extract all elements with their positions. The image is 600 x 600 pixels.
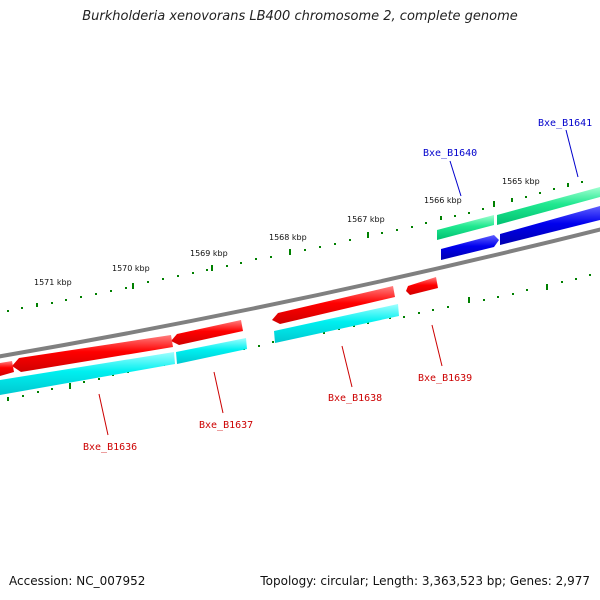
gene-label-bxe-b1640[interactable]: Bxe_B1640 — [423, 148, 477, 159]
scale-label-1565: 1565 kbp — [502, 177, 540, 186]
genome-stats-text: Topology: circular; Length: 3,363,523 bp… — [260, 574, 590, 588]
gene-label-bxe-b1638[interactable]: Bxe_B1638 — [328, 393, 382, 404]
leader-bxe-b1638 — [341, 345, 353, 388]
gene-bar-bxe-b1641-forward[interactable] — [497, 187, 600, 225]
lower-tick-track — [7, 274, 591, 401]
gene-bar-bxe-b1640-forward[interactable] — [437, 215, 494, 240]
gene-bar-bxe-b1637-track2[interactable] — [176, 338, 247, 364]
gene-bar-bxe-b1636[interactable] — [12, 335, 173, 372]
scale-label-1568: 1568 kbp — [269, 233, 307, 242]
gene-label-bxe-b1641[interactable]: Bxe_B1641 — [538, 118, 592, 129]
scale-label-1569: 1569 kbp — [190, 249, 228, 258]
upper-tick-track — [7, 181, 583, 312]
leader-bxe-b1637 — [213, 371, 224, 414]
gene-label-bxe-b1639[interactable]: Bxe_B1639 — [418, 373, 472, 384]
leader-bxe-b1640 — [449, 160, 462, 197]
gene-bar-reverse-edge[interactable] — [0, 361, 14, 376]
gene-bar-bxe-b1639[interactable] — [406, 277, 438, 295]
leader-bxe-b1639 — [431, 324, 443, 367]
gene-bar-bxe-b1636-track2[interactable] — [0, 352, 175, 395]
forward-gene-track — [437, 187, 600, 260]
gene-bar-bxe-b1637[interactable] — [171, 320, 243, 345]
leader-bxe-b1636 — [98, 393, 109, 436]
scale-label-1571: 1571 kbp — [34, 278, 72, 287]
gene-label-bxe-b1636[interactable]: Bxe_B1636 — [83, 442, 137, 453]
gene-bar-bxe-b1641-forward-track2[interactable] — [500, 206, 600, 245]
label-leaders — [98, 129, 579, 436]
gene-bar-bxe-b1638-track2[interactable] — [274, 304, 399, 343]
reverse-gene-track — [0, 277, 438, 395]
genome-backbone — [0, 227, 600, 359]
map-title: Burkholderia xenovorans LB400 chromosome… — [82, 9, 518, 24]
scale-label-1570: 1570 kbp — [112, 264, 150, 273]
scale-label-1567: 1567 kbp — [347, 215, 385, 224]
gene-bar-bxe-b1640-forward-track2[interactable] — [441, 235, 499, 260]
leader-bxe-b1641 — [565, 129, 579, 178]
gene-bar-bxe-b1638[interactable] — [272, 286, 395, 324]
accession-text: Accession: NC_007952 — [9, 574, 146, 588]
gene-label-bxe-b1637[interactable]: Bxe_B1637 — [199, 420, 253, 431]
scale-label-1566: 1566 kbp — [424, 196, 462, 205]
